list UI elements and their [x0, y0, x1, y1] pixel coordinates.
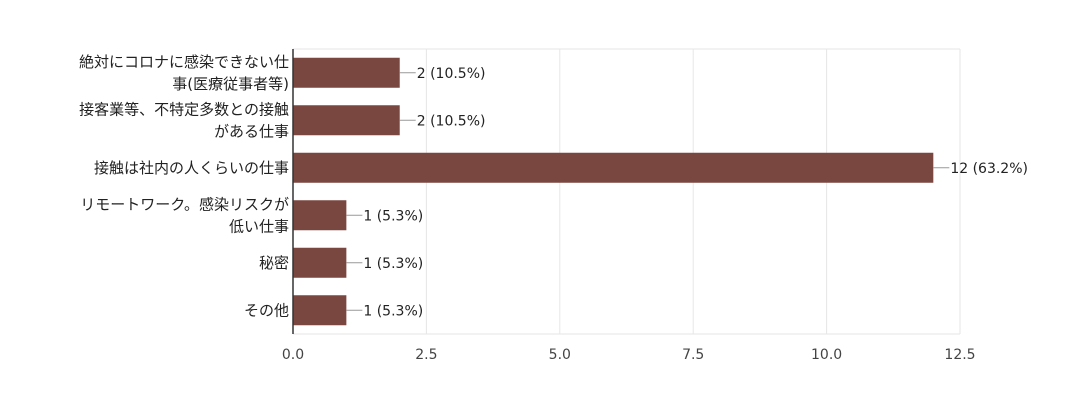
- data-labels: 2 (10.5%) 2 (10.5%) 12 (63.2%) 1 (5.3%) 1 (5…: [346, 66, 1028, 319]
- category-label: 絶対にコロナに感染できない仕: [79, 53, 289, 71]
- category-label: その他: [244, 301, 289, 319]
- bar: [293, 152, 934, 183]
- category-label: がある仕事: [214, 122, 289, 140]
- x-tick-label: 5.0: [549, 347, 571, 363]
- data-label: 1 (5.3%): [363, 208, 423, 224]
- category-label: 低い仕事: [229, 217, 289, 235]
- bar: [293, 105, 400, 136]
- category-label: 接客業等、不特定多数との接触: [79, 100, 289, 118]
- category-label: 事(医療従事者等): [172, 75, 289, 93]
- category-label: 秘密: [259, 254, 289, 272]
- data-label: 2 (10.5%): [417, 66, 486, 82]
- x-tick-label: 10.0: [811, 347, 842, 363]
- data-label: 12 (63.2%): [950, 161, 1028, 177]
- x-tick-label: 7.5: [682, 347, 704, 363]
- category-label: リモートワーク。感染リスクが: [80, 195, 289, 213]
- data-label: 2 (10.5%): [417, 113, 486, 129]
- bar: [293, 295, 347, 326]
- x-tick-label: 0.0: [282, 347, 304, 363]
- x-tick-label: 2.5: [415, 347, 437, 363]
- x-tick-label: 12.5: [944, 347, 975, 363]
- x-tick-labels: 0.0 2.5 5.0 7.5 10.0 12.5: [282, 347, 976, 363]
- data-label: 1 (5.3%): [363, 303, 423, 319]
- bar: [293, 200, 347, 231]
- bars: [293, 57, 934, 326]
- data-label: 1 (5.3%): [363, 256, 423, 272]
- grid-lines: [293, 48, 961, 335]
- bar: [293, 247, 347, 278]
- bar: [293, 57, 400, 88]
- category-label: 接触は社内の人くらいの仕事: [94, 159, 289, 177]
